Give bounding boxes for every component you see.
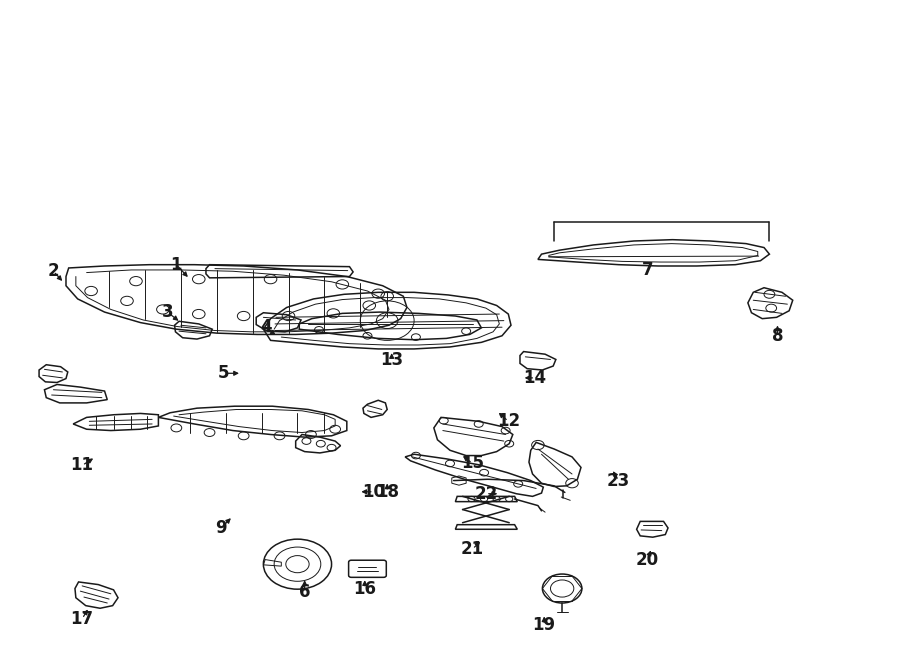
Text: 9: 9 [215,519,227,537]
Text: 13: 13 [380,351,403,369]
Text: 4: 4 [260,318,272,336]
Text: 10: 10 [362,483,385,501]
Text: 23: 23 [608,471,630,490]
Text: 11: 11 [70,457,94,475]
Text: 8: 8 [771,327,783,345]
Text: 14: 14 [524,369,547,387]
Text: 16: 16 [354,580,376,598]
Text: 15: 15 [461,455,484,473]
Text: 17: 17 [70,610,94,628]
Text: 18: 18 [375,483,399,501]
Text: 5: 5 [218,364,230,382]
Text: 7: 7 [642,261,653,279]
Text: 21: 21 [461,540,484,558]
Text: 2: 2 [48,262,59,280]
Text: 20: 20 [635,551,659,568]
Text: 6: 6 [299,584,310,602]
Text: 1: 1 [171,256,182,274]
Text: 12: 12 [497,412,520,430]
Text: 3: 3 [162,303,173,321]
Text: 22: 22 [474,485,498,503]
Text: 19: 19 [533,617,556,635]
